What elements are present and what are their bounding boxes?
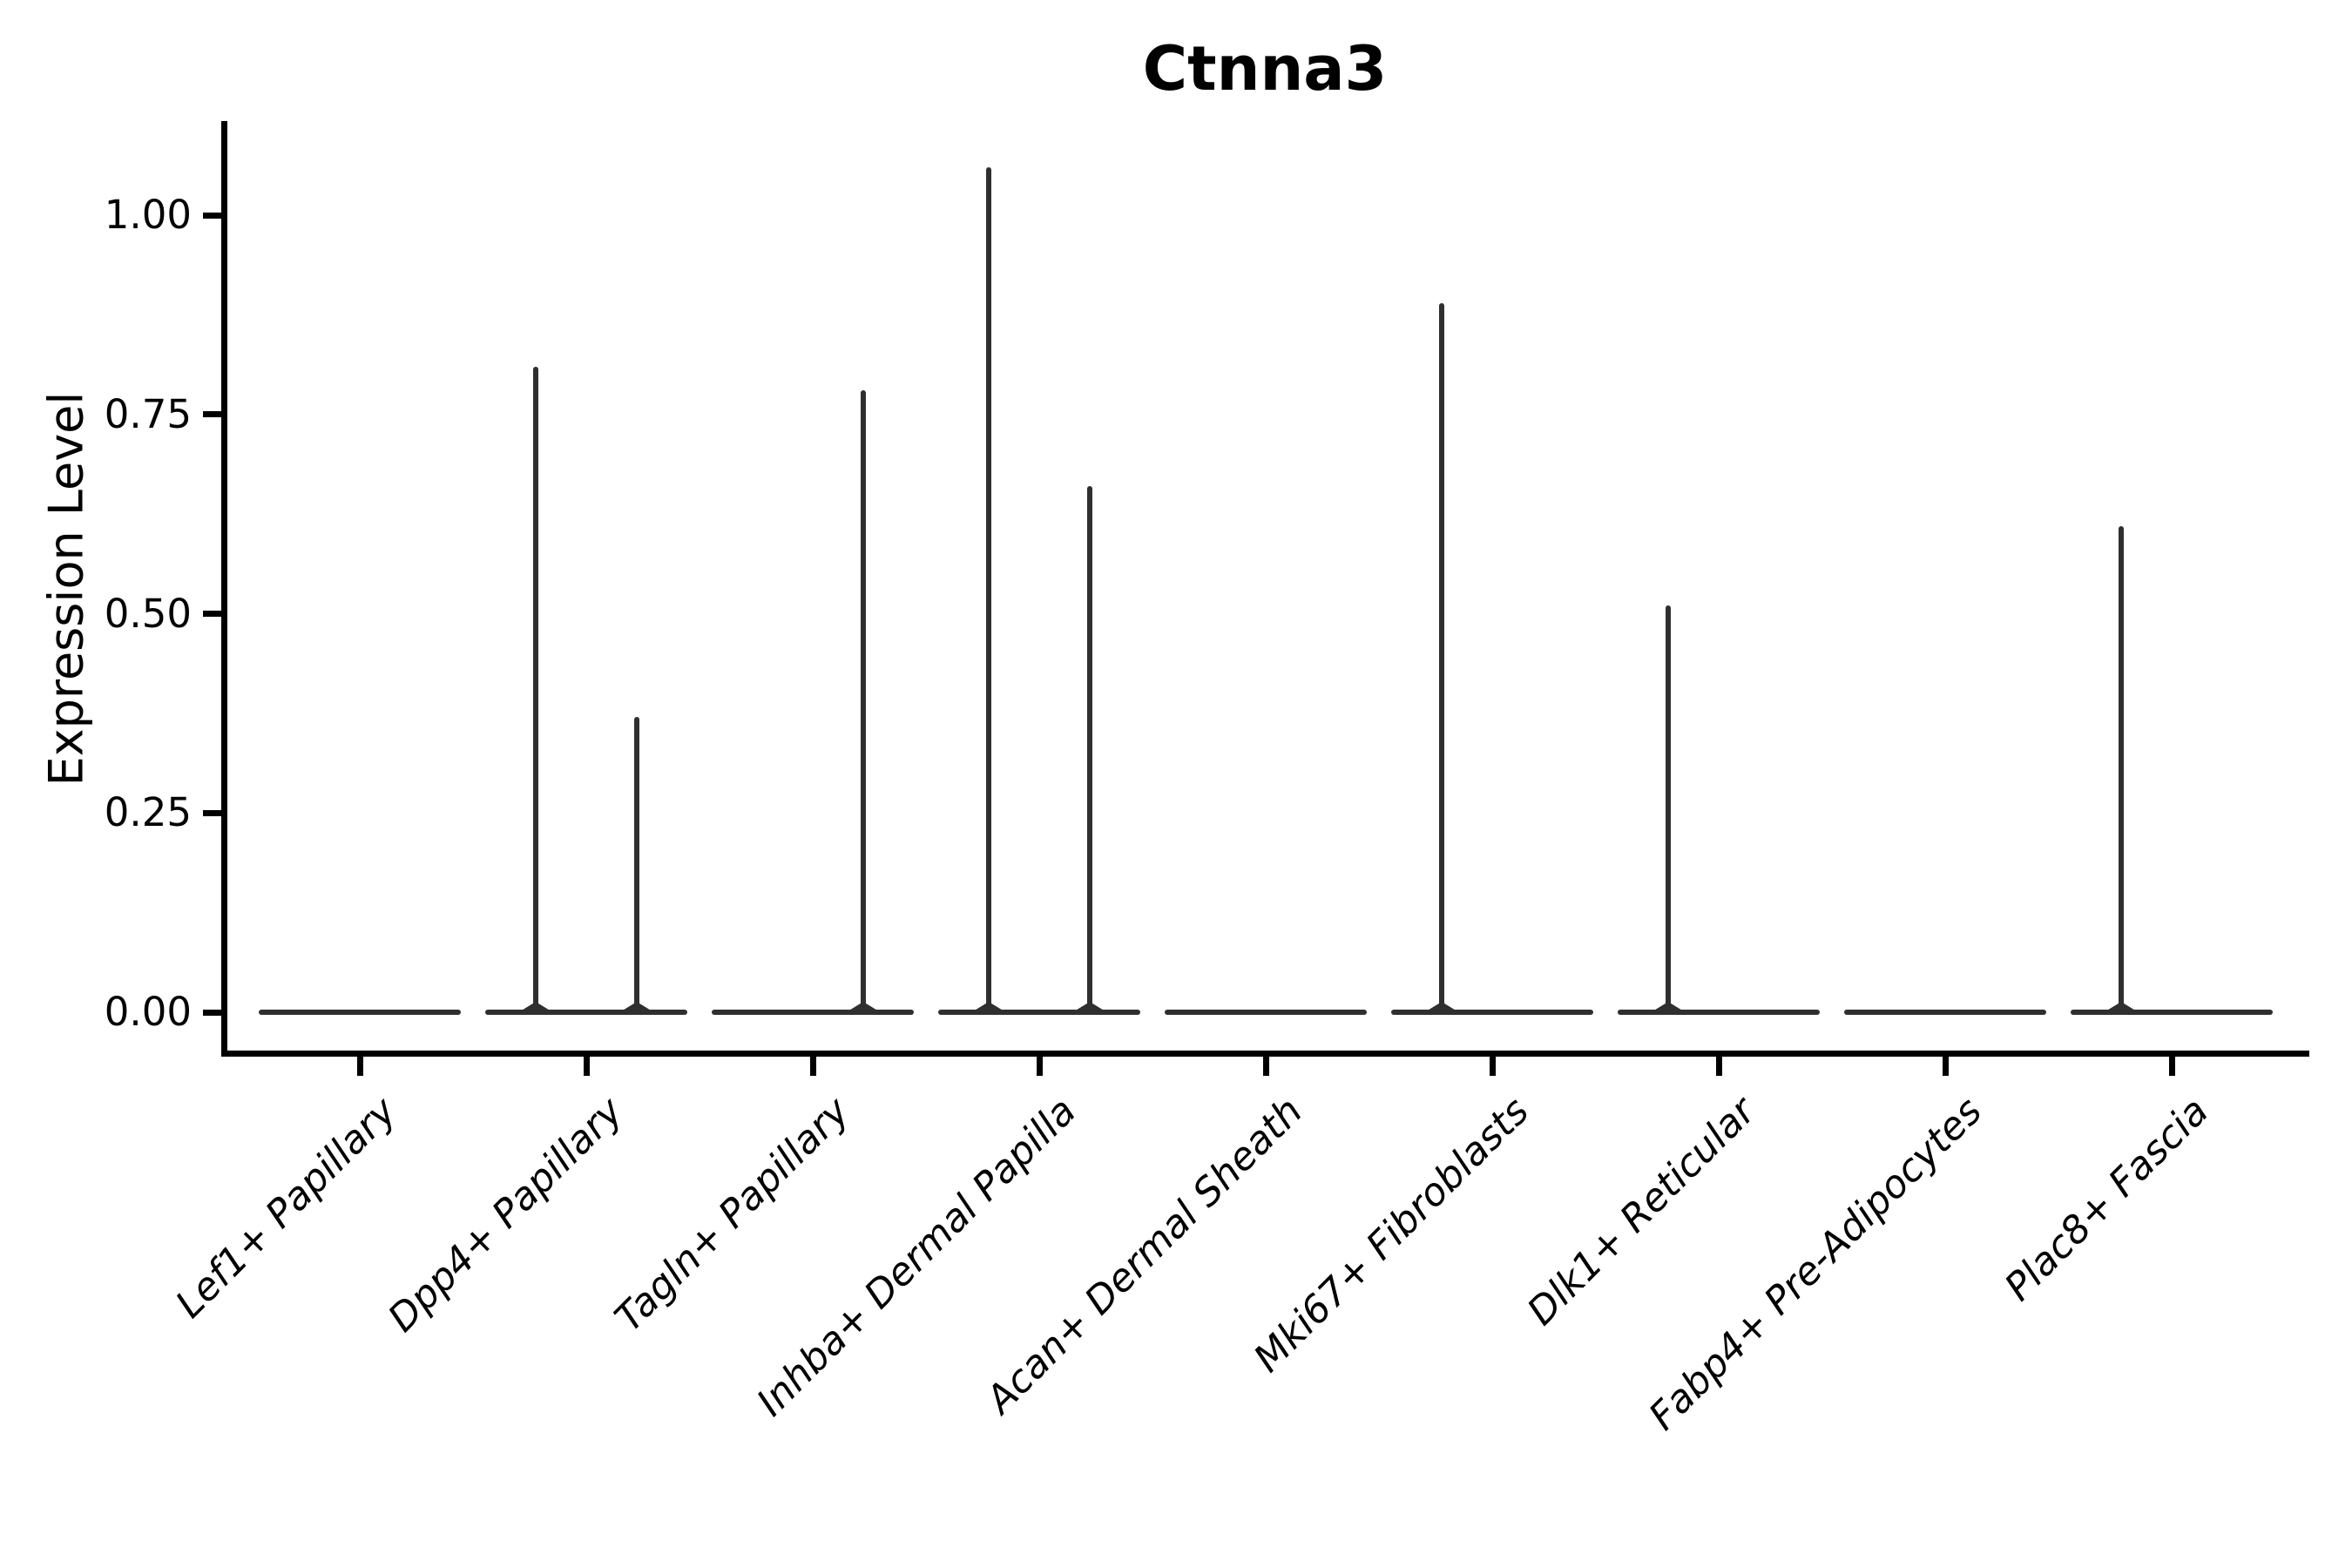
x-tick-label: Tagln+ Papillary [606, 1089, 859, 1341]
violin-spike [2119, 525, 2124, 1015]
violin-baseline [938, 1010, 1140, 1015]
y-tick-label: 1.00 [104, 192, 192, 238]
x-tick-label: Dlk1+ Reticular [1518, 1089, 1765, 1335]
spike-flare [621, 1002, 652, 1011]
spike-flare [973, 1002, 1004, 1011]
spike-flare [848, 1002, 879, 1011]
violin-spike [1666, 605, 1671, 1015]
violin-spike [533, 366, 538, 1015]
y-tick-label: 0.00 [104, 989, 192, 1035]
spike-flare [1652, 1002, 1684, 1011]
x-tick [1489, 1057, 1496, 1076]
violin-baseline [1165, 1010, 1367, 1015]
violin-spike [1087, 486, 1092, 1015]
x-tick [356, 1057, 363, 1076]
x-tick [2168, 1057, 2175, 1076]
x-axis-spine [221, 1051, 2309, 1057]
x-tick [1942, 1057, 1949, 1076]
y-tick-label: 0.25 [104, 789, 192, 836]
violin-baseline [1844, 1010, 2046, 1015]
x-tick [1715, 1057, 1722, 1076]
y-tick-label: 0.50 [104, 590, 192, 637]
violin-baseline [712, 1010, 914, 1015]
y-axis-spine [221, 121, 227, 1057]
violin-spike [861, 390, 866, 1015]
violin-spike [634, 717, 639, 1015]
y-tick [203, 212, 221, 219]
violin-baseline [259, 1010, 461, 1015]
x-tick [583, 1057, 590, 1076]
x-tick [1262, 1057, 1269, 1076]
x-tick [809, 1057, 816, 1076]
violin-baseline [485, 1010, 687, 1015]
y-tick [203, 611, 221, 617]
violin-spike [1439, 302, 1444, 1015]
x-tick-label: Dpp4+ Papillary [380, 1089, 632, 1342]
x-tick-label: Lef1+ Papillary [167, 1089, 406, 1328]
spike-flare [1426, 1002, 1457, 1011]
chart-title: Ctnna3 [1142, 33, 1388, 105]
spike-flare [1074, 1002, 1105, 1011]
y-tick [203, 809, 221, 816]
y-tick [203, 411, 221, 418]
violin-baseline [1618, 1010, 1820, 1015]
y-tick-label: 0.75 [104, 390, 192, 437]
violin-baseline [1391, 1010, 1593, 1015]
x-tick-label: Plac8+ Fascia [1996, 1089, 2218, 1310]
x-tick [1036, 1057, 1043, 1076]
spike-flare [2105, 1002, 2137, 1011]
spike-flare [520, 1002, 551, 1011]
violin-spike [986, 167, 991, 1015]
violin-baseline [2071, 1010, 2273, 1015]
y-tick [203, 1009, 221, 1016]
